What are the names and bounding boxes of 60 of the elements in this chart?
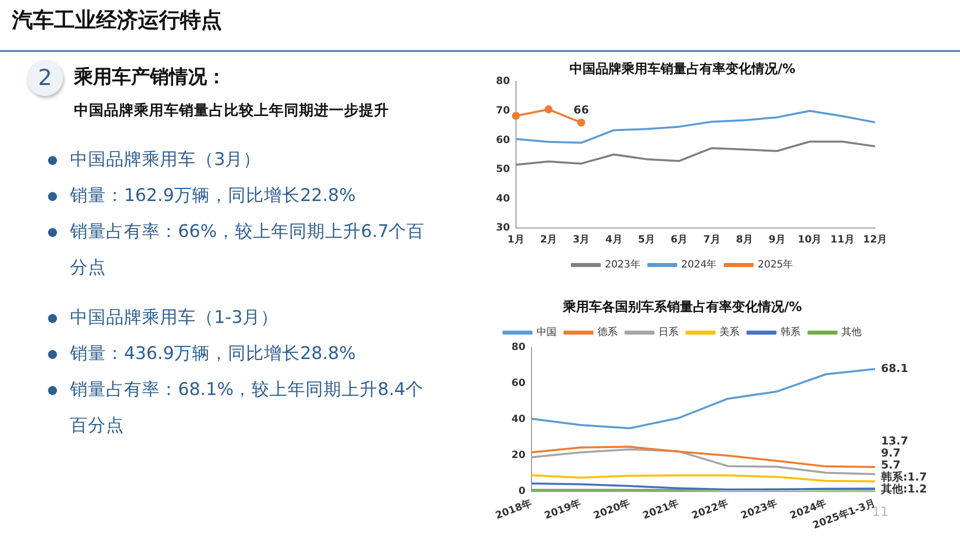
text: 销量：162.9万辆，同比增长22.8% <box>70 186 356 206</box>
x-tick-label: 1月 <box>507 234 524 246</box>
x-tick-label: 2020年 <box>592 497 632 522</box>
x-tick-label: 9月 <box>768 234 786 246</box>
legend-label: 韩系 <box>780 326 800 338</box>
x-tick-label: 2019年 <box>542 497 582 522</box>
legend-label: 德系 <box>598 326 618 338</box>
text: 销量：436.9万辆，同比增长28.8% <box>70 344 356 364</box>
legend-label: 日系 <box>658 326 678 338</box>
y-tick-label: 70 <box>496 105 510 116</box>
y-tick-label: 60 <box>496 134 510 146</box>
data-label: 13.7 <box>881 434 908 448</box>
legend-label: 美系 <box>720 326 740 338</box>
text: 销量占有率：66%，较上年同期上升6.7个百分点 <box>70 222 425 278</box>
x-tick-label: 10月 <box>798 234 822 246</box>
legend-label: 2023年 <box>604 258 640 271</box>
y-tick-label: 50 <box>496 164 510 176</box>
legend-label: 2024年 <box>681 258 717 271</box>
text: 乘用车产销情况： <box>74 65 226 90</box>
y-tick-label: 40 <box>496 193 510 204</box>
point <box>544 105 553 114</box>
y-tick-label: 80 <box>512 342 526 354</box>
x-tick-label: 4月 <box>605 234 622 246</box>
legend-label: 中国 <box>536 326 556 338</box>
data-label: 68.1 <box>881 362 908 375</box>
chart-title: 乘用车各国别车系销量占有率变化情况/% <box>562 299 802 316</box>
x-tick-label: 2018年 <box>494 497 534 522</box>
data-label: 其他:1.2 <box>880 482 927 496</box>
data-label: 5.7 <box>881 458 900 472</box>
x-tick-label: 2023年 <box>739 497 779 522</box>
x-tick-label: 3月 <box>572 234 590 246</box>
x-tick-label: 2022年 <box>690 497 730 522</box>
text: 销量占有率：68.1%，较上年同期上升8.4个百分点 <box>70 380 424 436</box>
text: 中国品牌乘用车（3月） <box>70 150 262 170</box>
text: 中国品牌乘用车销量占比较上年同期进一步提升 <box>74 102 389 120</box>
x-tick-label: 6月 <box>670 234 688 246</box>
x-tick-label: 11月 <box>830 234 854 246</box>
data-label: 韩系:1.7 <box>880 470 927 484</box>
data-label: 66 <box>574 103 590 116</box>
x-tick-label: 8月 <box>736 234 753 246</box>
y-tick-label: 30 <box>496 222 510 234</box>
legend-label: 2025年 <box>758 258 794 271</box>
x-tick-label: 5月 <box>638 234 655 246</box>
data-label: 9.7 <box>881 446 900 460</box>
point <box>512 112 520 120</box>
chart-title: 中国品牌乘用车销量占有率变化情况/% <box>570 61 796 78</box>
x-tick-label: 12月 <box>863 234 887 246</box>
y-tick-label: 60 <box>512 378 526 390</box>
point <box>577 118 586 127</box>
y-tick-label: 80 <box>496 76 510 88</box>
text: 中国品牌乘用车（1-3月） <box>70 308 279 328</box>
x-tick-label: 2月 <box>540 234 558 246</box>
x-tick-label: 2021年 <box>641 497 681 522</box>
y-tick-label: 40 <box>512 414 526 426</box>
y-tick-label: 0 <box>518 486 526 498</box>
text: 汽车工业经济运行特点 <box>12 7 222 34</box>
y-tick-label: 20 <box>512 450 526 462</box>
x-tick-label: 7月 <box>703 234 720 246</box>
number-badge: 2 <box>27 60 63 96</box>
legend-label: 其他 <box>842 326 862 338</box>
